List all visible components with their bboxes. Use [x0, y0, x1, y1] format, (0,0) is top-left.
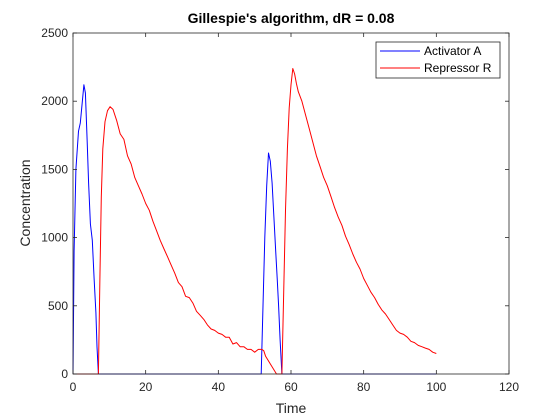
axes-layer: 0 20 40 60 80 100 120 0 500 1000 1500 2000 2500 [41, 26, 519, 394]
legend-label-activator: Activator A [424, 44, 481, 58]
series-line-repressor-r [73, 68, 437, 375]
y-axis-label: Concentration [17, 159, 33, 246]
y-tick-label: 2500 [41, 26, 68, 40]
x-tick-label: 100 [426, 380, 446, 394]
x-tick-label: 80 [357, 380, 371, 394]
x-tick-label: 40 [212, 380, 226, 394]
y-tick-label: 2000 [41, 94, 68, 108]
y-tick-label: 500 [48, 299, 68, 313]
legend-label-repressor: Repressor R [424, 61, 492, 75]
x-tick-label: 120 [499, 380, 519, 394]
x-tick-label: 0 [70, 380, 77, 394]
x-tick-label: 20 [139, 380, 153, 394]
y-tick-label: 1000 [41, 231, 68, 245]
y-tick-label: 0 [61, 367, 68, 381]
y-tick-label: 1500 [41, 162, 68, 176]
x-axis-label: Time [276, 400, 307, 416]
legend-box [375, 41, 501, 79]
x-tick-label: 60 [284, 380, 298, 394]
legend: Activator A Repressor R [375, 41, 501, 79]
chart-title: Gillespie's algorithm, dR = 0.08 [188, 10, 395, 26]
